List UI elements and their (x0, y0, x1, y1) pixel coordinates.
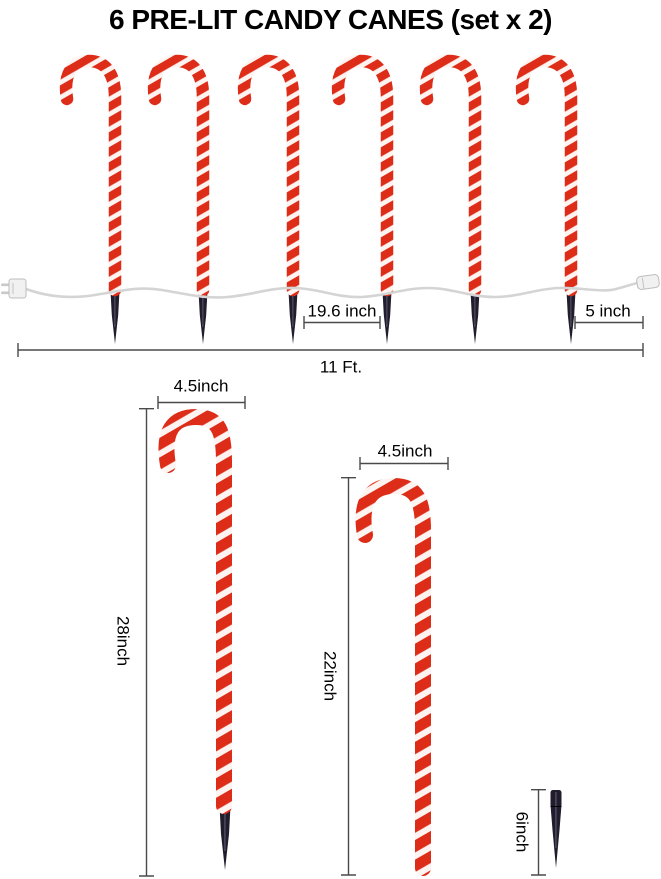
candy-cane-6 (522, 61, 575, 344)
detail-cane-22 (355, 477, 431, 876)
measure-height-22-line (341, 477, 356, 876)
measure-width-22-line (359, 457, 449, 470)
page-title: 6 PRE-LIT CANDY CANES (set x 2) (109, 4, 552, 35)
measure-height-28-line (139, 408, 154, 877)
spacing-dimension-label: 19.6 inch (307, 301, 377, 321)
cane-22-width-label: 4.5inch (377, 441, 433, 461)
candy-cane-2 (154, 61, 207, 344)
end-gap-dimension-label: 5 inch (585, 301, 631, 321)
ground-stake-icon (550, 790, 562, 868)
stake-height-label: 6inch (512, 811, 532, 853)
candy-cane-1 (66, 61, 119, 344)
cane-22-height-label: 22inch (320, 650, 340, 702)
string-cord (25, 280, 642, 299)
measure-spacing-line (303, 316, 381, 329)
measure-stake-height-line (531, 789, 546, 876)
cord-connector-icon (636, 274, 660, 290)
total-length-dimension-label: 11 Ft. (319, 357, 363, 377)
measure-total-length-line (17, 343, 644, 357)
measure-width-28-line (157, 396, 246, 409)
candy-cane-3 (244, 61, 297, 344)
cane-28-height-label: 28inch (113, 615, 133, 667)
cane-28-width-label: 4.5inch (173, 376, 229, 396)
detail-cane-28 (158, 408, 232, 870)
candy-cane-5 (426, 61, 479, 344)
power-plug-icon (1, 278, 27, 299)
measure-end-gap-line (574, 316, 644, 329)
